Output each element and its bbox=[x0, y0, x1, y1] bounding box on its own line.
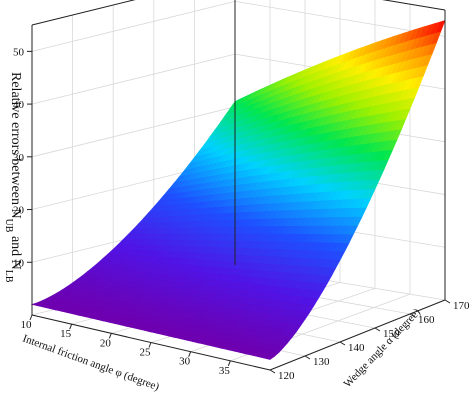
tick-layer: 10 15 20 25 30 35 120 130 140 150 160 170 10 20 30 40 50 bbox=[13, 46, 470, 382]
x-axis-label: Internal friction angle φ (degree) bbox=[21, 333, 161, 394]
z-tick-label: 20 bbox=[13, 205, 25, 217]
y-tick-label: 160 bbox=[418, 314, 435, 326]
x-tick-label: 15 bbox=[60, 328, 72, 340]
x-tick-mark bbox=[188, 351, 192, 357]
z-tick-label: 30 bbox=[13, 152, 25, 164]
x-tick-label: 10 bbox=[21, 319, 33, 331]
y-tick-label: 130 bbox=[313, 356, 330, 368]
y-tick-label: 140 bbox=[348, 342, 365, 354]
gridline-back-wall bbox=[234, 0, 446, 37]
axis-frame-edge bbox=[31, 0, 136, 26]
x-tick-mark bbox=[29, 314, 33, 321]
z-tick-label: 40 bbox=[13, 99, 25, 111]
z-tick-label: 10 bbox=[13, 257, 25, 269]
x-tick-label: 25 bbox=[140, 347, 152, 359]
gridline-left-wall bbox=[31, 106, 236, 158]
x-tick-mark bbox=[108, 333, 112, 339]
gridline-left-wall bbox=[31, 0, 136, 26]
z-axis-label: Relative errors between NUB and NLB bbox=[4, 72, 24, 283]
y-tick-mark bbox=[304, 355, 311, 360]
x-tick-label: 20 bbox=[100, 337, 112, 349]
x-tick-mark bbox=[148, 342, 152, 348]
y-tick-label: 120 bbox=[278, 370, 295, 382]
y-tick-label: 150 bbox=[383, 328, 400, 340]
gridline-left-wall bbox=[31, 0, 236, 52]
axis-frame-edge bbox=[381, 0, 446, 11]
z-tick-label: 50 bbox=[13, 46, 25, 58]
y-tick-mark bbox=[444, 299, 451, 304]
x-tick-label: 35 bbox=[219, 365, 231, 377]
x-tick-mark bbox=[69, 323, 73, 330]
y-tick-mark bbox=[339, 341, 346, 346]
y-tick-mark bbox=[409, 313, 416, 318]
surface-patch bbox=[30, 302, 45, 307]
surface-layer bbox=[30, 20, 446, 360]
gridline-left-wall bbox=[31, 53, 236, 105]
axis-frame-edge bbox=[269, 299, 446, 371]
y-tick-mark bbox=[269, 369, 276, 374]
y-tick-label: 170 bbox=[453, 300, 470, 312]
x-tick-label: 30 bbox=[179, 356, 191, 368]
x-tick-mark bbox=[227, 360, 231, 367]
y-tick-mark bbox=[374, 327, 381, 332]
